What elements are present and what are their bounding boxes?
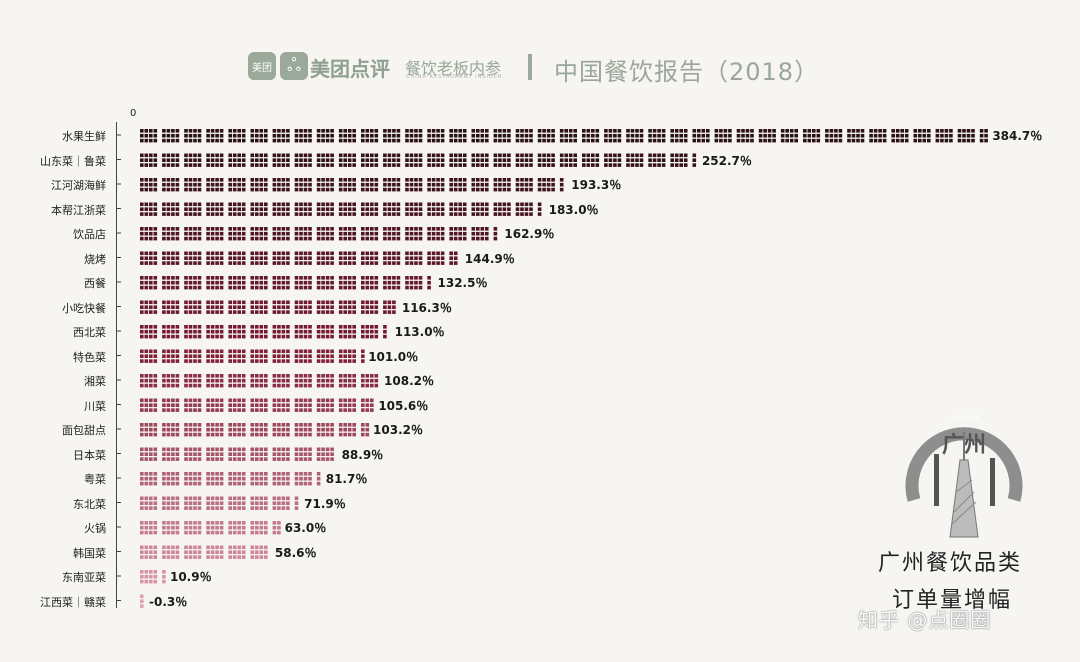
value-label: 101.0％ [368,349,419,364]
category-axis-line [116,122,117,608]
bar [140,570,166,584]
value-label: 88.9％ [341,447,384,462]
value-label: 252.7％ [701,153,752,168]
bar [140,594,144,608]
bar [140,325,387,339]
value-label: 71.9％ [304,496,346,511]
bar [140,398,374,412]
bar [140,349,365,363]
category-label: 东南亚菜 [62,571,106,584]
value-label: 10.9％ [169,570,212,584]
category-label: 江西菜｜赣菜 [40,595,106,609]
bar [140,153,697,167]
value-label: 132.5％ [437,276,488,290]
stamp-ring-text: CHINA 2018 [949,415,979,421]
header-separator [528,54,532,80]
zhihu-watermark: 知乎 @点圈圈 [858,608,992,632]
value-label: 116.3％ [401,300,452,315]
category-label: 饮品店 [73,228,106,241]
category-label: 小吃快餐 [62,301,106,315]
meituan-logo-icon: 美团 [248,52,276,80]
value-label: -0.3％ [149,594,188,609]
bar [140,129,988,143]
corner-title-line2: 订单量增幅 [892,588,1013,613]
bar [140,423,370,437]
category-label: 西北菜 [73,326,106,339]
value-label: 105.6％ [378,398,429,413]
category-label: 特色菜 [73,350,106,364]
category-label: 本帮江浙菜 [51,203,106,217]
brand-name: 美团点评 [310,57,390,81]
corner-title-line1: 广州餐饮品类 [878,551,1023,576]
axis-zero-label: 0 [130,108,137,119]
category-label: 烧烤 [84,252,106,266]
bar [140,374,379,388]
category-label: 韩国菜 [73,546,106,560]
value-label: 183.0％ [548,202,599,217]
category-label: 川菜 [84,399,106,413]
value-label: 103.2％ [373,423,423,437]
partner-name-en: CHINA RESTAURANT INSIDER [406,74,503,80]
value-label: 58.6％ [274,545,317,560]
category-label: 水果生鲜 [62,130,106,143]
bar [140,227,498,241]
category-label: 江河湖海鲜 [51,179,106,192]
bar [140,251,458,265]
bar [140,178,564,192]
value-label: 384.7％ [992,129,1043,143]
bar [140,472,321,486]
bar [140,276,431,290]
partner-name: 餐饮老板内参 [405,59,502,78]
category-label: 火锅 [84,522,106,535]
bar [140,496,299,510]
bar [140,300,396,314]
value-label: 81.7％ [325,472,368,486]
category-label: 山东菜｜鲁菜 [40,154,106,168]
category-label: 湘菜 [84,375,106,388]
bar [140,521,281,535]
bar [140,202,542,216]
value-label: 162.9％ [504,227,555,241]
category-label: 西餐 [84,277,106,290]
value-label: 63.0％ [284,521,327,535]
category-label: 面包甜点 [62,424,106,437]
dianping-logo-icon: ஃ [280,52,308,80]
category-label: 日本菜 [73,448,106,462]
bar [140,447,334,461]
report-title: 中国餐饮报告（2018） [554,58,820,86]
value-label: 193.3％ [571,178,622,192]
value-label: 108.2％ [384,374,434,388]
value-label: 113.0％ [394,325,445,339]
category-label: 粤菜 [84,473,106,486]
bar [140,545,268,559]
category-label: 东北菜 [73,497,106,511]
value-label: 144.9％ [464,251,515,266]
guangzhou-tower-stamp-icon: CHINA 2018 广州 [905,415,1023,538]
